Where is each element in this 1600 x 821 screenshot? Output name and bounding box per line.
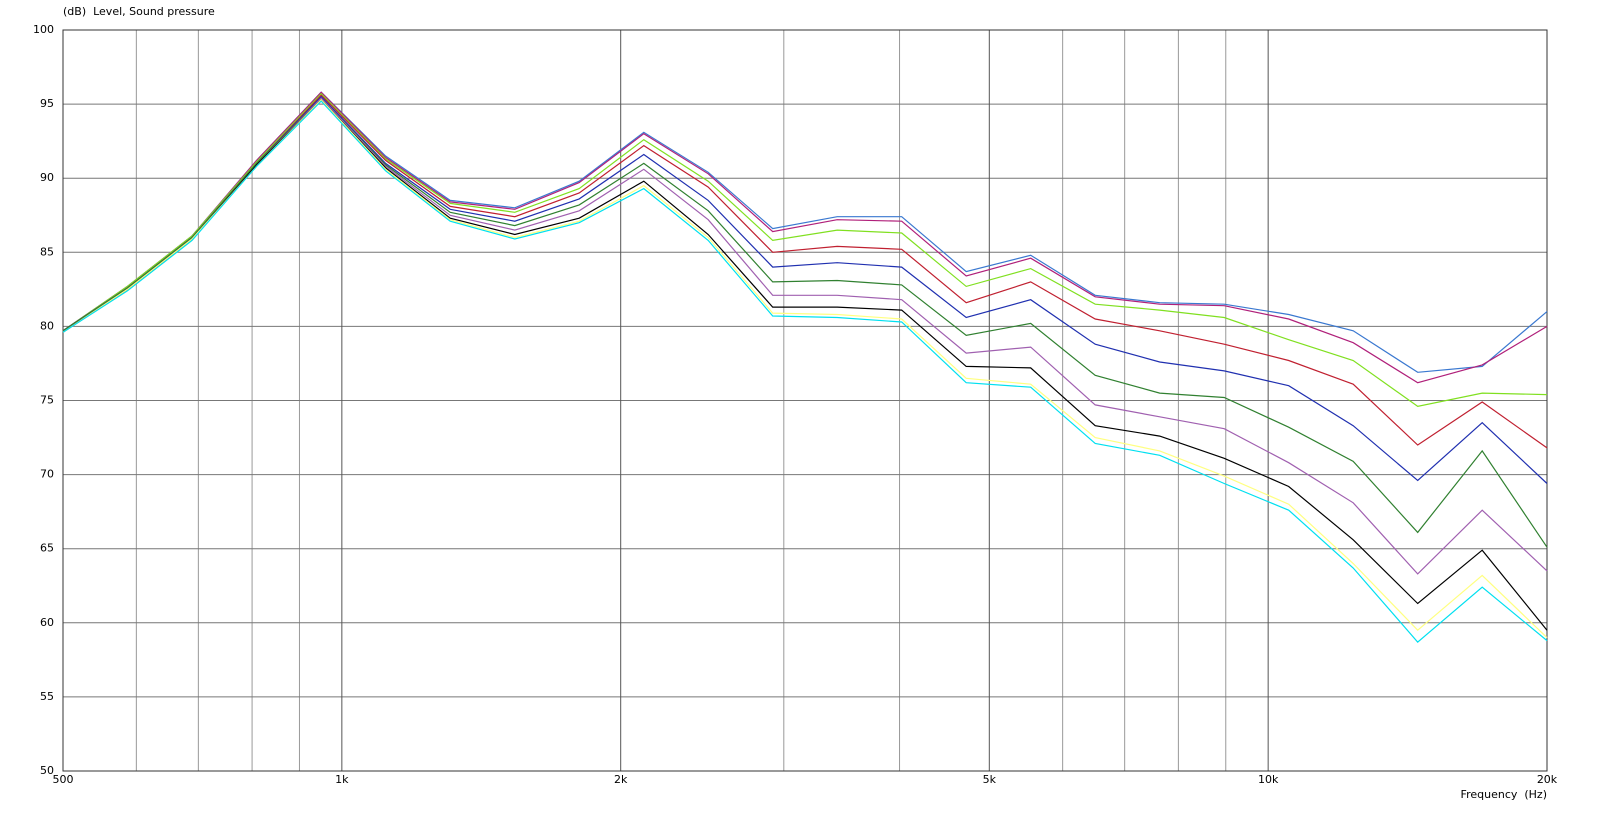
x-tick-label: 5k (983, 773, 997, 786)
series-line (62, 95, 1548, 484)
plot-frame (62, 29, 1548, 772)
y-tick-label: 95 (40, 97, 54, 110)
y-tick-label: 70 (40, 468, 54, 481)
y-tick-label: 85 (40, 245, 54, 258)
series-line (62, 98, 1548, 631)
x-tick-label: 1k (335, 773, 349, 786)
y-tick-label: 90 (40, 171, 54, 184)
y-tick-label: 80 (40, 319, 54, 332)
series-line (62, 98, 1548, 639)
series-line (62, 97, 1548, 575)
x-tick-label: 20k (1537, 773, 1558, 786)
y-tick-label: 50 (40, 764, 54, 777)
y-axis-label: (dB) Level, Sound pressure (63, 5, 215, 18)
y-tick-label: 75 (40, 394, 54, 407)
series-line (62, 91, 1548, 384)
x-tick-label: 10k (1258, 773, 1279, 786)
series-line (62, 94, 1548, 449)
x-axis-label: Frequency (Hz) (1461, 788, 1547, 801)
x-tick-label: 500 (53, 773, 74, 786)
y-tick-label: 60 (40, 616, 54, 629)
y-tick-label: 65 (40, 542, 54, 555)
y-tick-label: 100 (33, 23, 54, 36)
series-line (62, 97, 1548, 548)
series-line (62, 92, 1548, 408)
series-line (62, 100, 1548, 643)
x-tick-label: 2k (614, 773, 628, 786)
y-tick-label: 55 (40, 690, 54, 703)
